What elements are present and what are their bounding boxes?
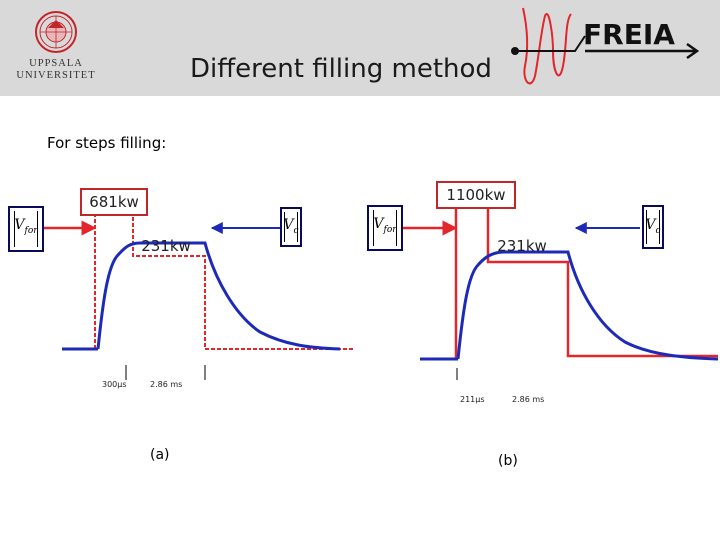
header-bar: UPPSALA UNIVERSITET Different filling me… (0, 0, 720, 96)
panel-b-vfor-subscript: for (383, 224, 397, 235)
university-name-line2: UNIVERSITET (16, 70, 96, 81)
panel-a-vfor-symbol: Vfor (8, 206, 44, 252)
panel-b-caption: (b) (498, 453, 518, 469)
university-name: UPPSALA UNIVERSITET (14, 58, 98, 82)
panel-a-peak-power-label: 681kw (80, 188, 148, 216)
panel-b-vc-symbol: Vc (642, 205, 664, 249)
panel-b-waveforms (400, 204, 719, 361)
panel-b-flat-power-label: 231kw (497, 237, 547, 255)
panel-a-vfor-subscript: for (24, 225, 38, 236)
panel-a-vc-subscript: c (293, 225, 299, 236)
panel-a-vc-symbol: Vc (280, 207, 302, 247)
panel-a-total-duration: 2.86 ms (150, 380, 183, 389)
panel-a-caption: (a) (150, 447, 170, 463)
panel-b-vfor-symbol: Vfor (367, 205, 403, 251)
panel-b-vfor-letter: V (373, 216, 384, 232)
panel-a-vc-letter: V (283, 217, 294, 233)
university-seal-icon (35, 11, 77, 53)
uppsala-university-logo: UPPSALA UNIVERSITET (14, 10, 98, 86)
panel-b-peak-power-label: 1100kw (436, 181, 516, 209)
panel-b-vc-letter: V (645, 217, 656, 233)
freia-logo-text: FREIA (583, 18, 675, 51)
panel-b-vc-subscript: c (655, 225, 661, 236)
panel-b-cavity-voltage-trace (456, 250, 719, 361)
panel-a-flat-power-label: 231kw (141, 237, 191, 255)
freia-logo: FREIA (511, 7, 700, 85)
panel-a-cavity-voltage-trace (96, 241, 341, 351)
university-name-line1: UPPSALA (29, 58, 83, 69)
subtitle: For steps filling: (47, 134, 167, 152)
panel-a-forward-power-trace (94, 205, 355, 350)
panel-a-waveforms (40, 205, 355, 351)
panel-b-first-step-duration: 211µs (460, 395, 485, 404)
panel-b-time-markers (456, 368, 458, 380)
panel-a-vfor-letter: V (14, 217, 25, 233)
page-title: Different filling method (190, 54, 492, 84)
panel-b-total-duration: 2.86 ms (512, 395, 545, 404)
panel-a-time-markers (125, 365, 206, 380)
panel-a-first-step-duration: 300µs (102, 380, 127, 389)
